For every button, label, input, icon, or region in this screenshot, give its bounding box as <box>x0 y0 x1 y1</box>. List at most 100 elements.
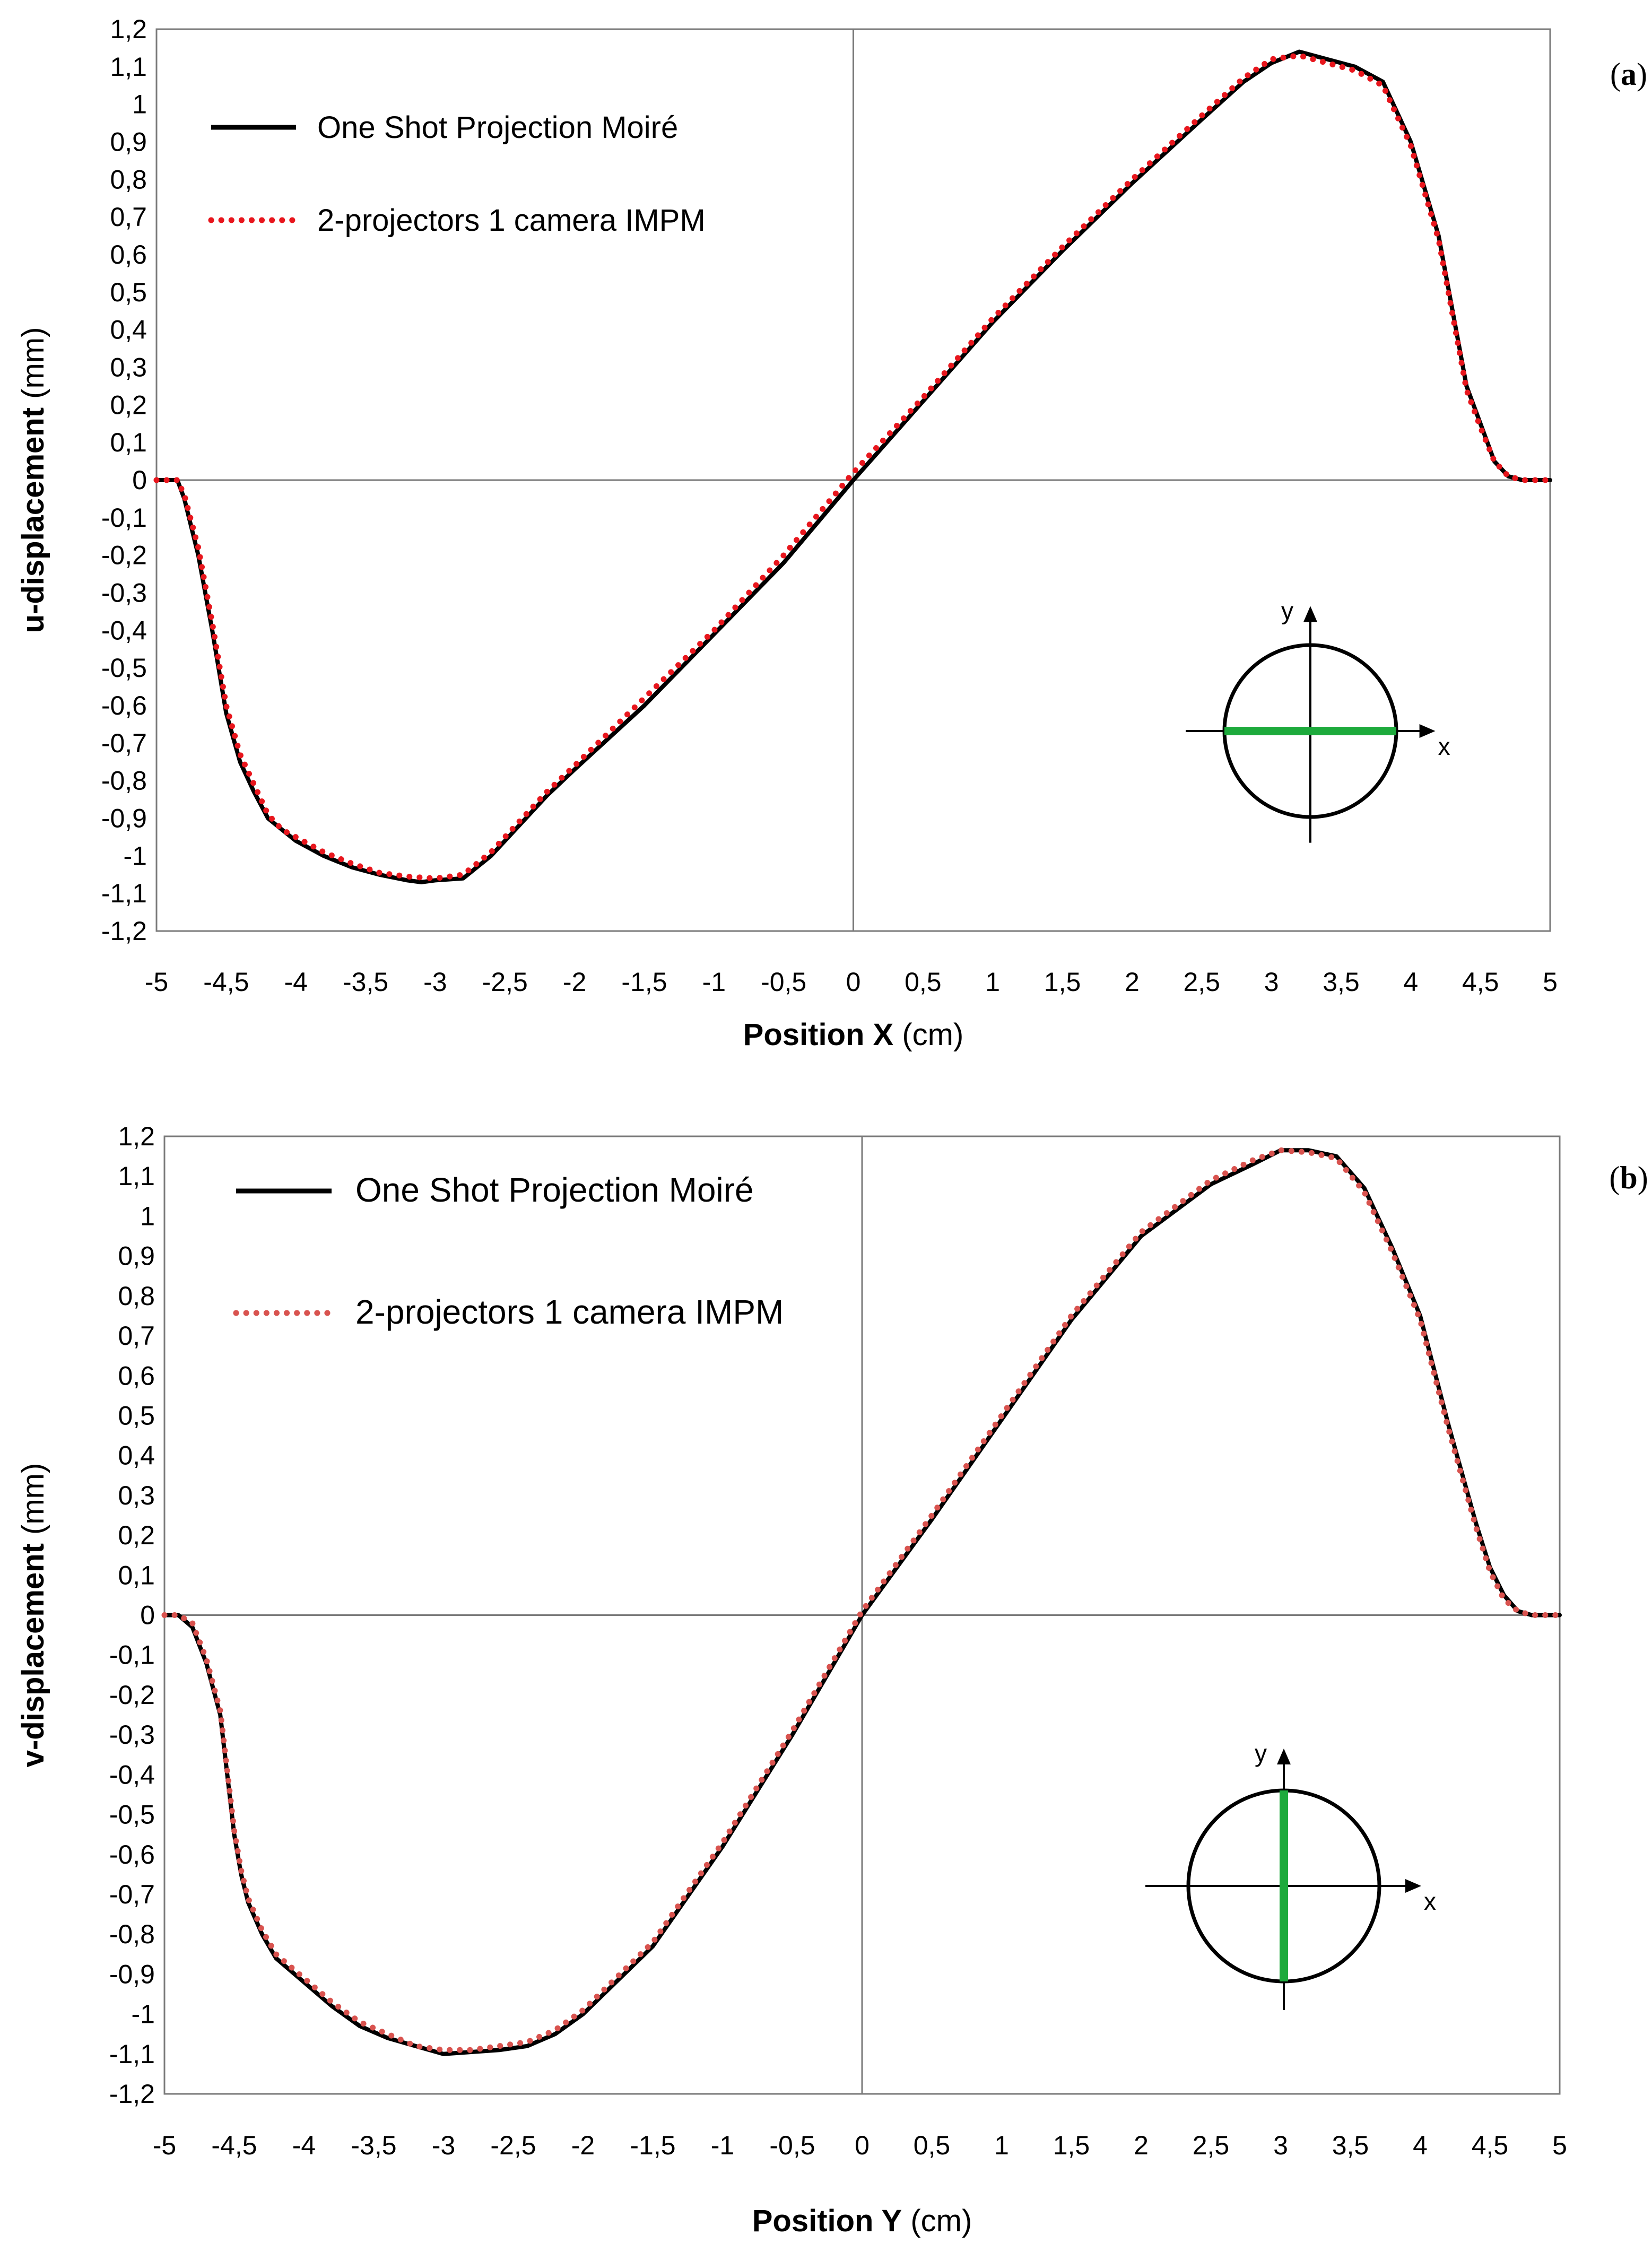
p0-x-tick-label: -4,5 <box>203 967 249 997</box>
p1-y-tick-label: -0,5 <box>109 1800 155 1830</box>
p1-panel-label-open: ( <box>1609 1160 1620 1195</box>
p0-inset-y-arrow-icon <box>1303 606 1317 622</box>
p0-x-tick-label: -3,5 <box>343 967 388 997</box>
p1-x-tick-label: -0,5 <box>769 2130 815 2160</box>
p1-y-tick-label: -0,2 <box>109 1680 155 1710</box>
p0-y-tick-label: -0,9 <box>101 804 147 833</box>
p1-x-tick-label: 5 <box>1552 2130 1567 2160</box>
p1-x-tick-label: 2,5 <box>1193 2130 1230 2160</box>
p0-y-tick-label: 0,2 <box>110 390 147 420</box>
p1-panel-label: (b) <box>1609 1160 1648 1195</box>
p0-legend-label-impm: 2-projectors 1 camera IMPM <box>317 203 706 238</box>
p1-y-tick-label: 0,1 <box>118 1560 155 1590</box>
p0-y-tick-label: -0,5 <box>101 653 147 683</box>
p1-x-tick-label: -1,5 <box>630 2130 675 2160</box>
p0-inset-x-arrow-icon <box>1419 724 1436 738</box>
p1-x-tick-label: 0 <box>855 2130 870 2160</box>
p0-x-axis-title: Position X (cm) <box>743 1018 964 1052</box>
p1-y-tick-label: -1,1 <box>109 2039 155 2069</box>
p1-x-tick-label: -3,5 <box>351 2130 396 2160</box>
p1-x-tick-label: 3 <box>1273 2130 1288 2160</box>
p1-y-tick-label: -0,6 <box>109 1840 155 1869</box>
p1-y-tick-label: 0,2 <box>118 1520 155 1550</box>
p0-x-axis-title-bold: Position X <box>743 1018 894 1052</box>
p0-x-tick-label: 0,5 <box>905 967 942 997</box>
p0-y-tick-label: 0,9 <box>110 127 147 157</box>
p0-y-tick-label: 0,5 <box>110 277 147 307</box>
p0-y-tick-label: -1,2 <box>101 916 147 946</box>
p0-x-tick-label: -3 <box>423 967 447 997</box>
p1-y-tick-label: 1 <box>140 1201 155 1231</box>
p1-y-tick-label: -1 <box>132 1999 155 2029</box>
p0-x-tick-label: -5 <box>145 967 168 997</box>
p0-x-tick-label: 2,5 <box>1183 967 1220 997</box>
p1-y-tick-label: 1,2 <box>118 1121 155 1151</box>
p1-y-tick-label: -0,4 <box>109 1760 155 1789</box>
p1-x-axis-title-bold: Position Y <box>752 2204 902 2238</box>
p1-x-tick-label: 0,5 <box>914 2130 951 2160</box>
p0-y-tick-label: -0,1 <box>101 503 147 533</box>
p0-panel-label-open: ( <box>1610 57 1621 92</box>
p0-y-tick-label: 0,4 <box>110 315 147 345</box>
p1-y-axis-title-bold: v-displacement <box>16 1543 50 1767</box>
p1-x-tick-label: 4,5 <box>1472 2130 1509 2160</box>
p1-y-axis-title-unit: (mm) <box>16 1463 50 1543</box>
p1-x-tick-label: -4,5 <box>211 2130 257 2160</box>
p0-x-tick-label: -0,5 <box>761 967 806 997</box>
p0-panel-label-close: ) <box>1637 57 1647 92</box>
p1-y-tick-label: 0 <box>140 1601 155 1630</box>
p1-x-tick-label: -2 <box>571 2130 595 2160</box>
p0-y-tick-label: 0,6 <box>110 240 147 269</box>
p1-y-tick-label: 0,6 <box>118 1361 155 1390</box>
p1-x-tick-label: -3 <box>432 2130 455 2160</box>
p0-y-tick-label: -0,3 <box>101 578 147 608</box>
p0-y-tick-label: 1,2 <box>110 14 147 44</box>
p1-x-axis-title-unit: (cm) <box>902 2204 972 2238</box>
p1-panel-label-letter: b <box>1620 1160 1637 1195</box>
p0-y-tick-label: -1,1 <box>101 879 147 908</box>
p1-inset-y-label: y <box>1255 1740 1267 1767</box>
p1-y-tick-label: 0,5 <box>118 1401 155 1430</box>
p0-y-tick-label: -1 <box>124 841 147 871</box>
p0-y-tick-label: 1,1 <box>110 52 147 82</box>
p0-x-tick-label: -4 <box>284 967 307 997</box>
p0-y-tick-label: -0,4 <box>101 615 147 645</box>
p1-x-tick-label: 2 <box>1134 2130 1149 2160</box>
p1-x-tick-label: -4 <box>292 2130 316 2160</box>
p0-x-tick-label: 4 <box>1403 967 1418 997</box>
p0-y-tick-label: 0,7 <box>110 202 147 232</box>
p1-inset-x-label: x <box>1424 1888 1436 1915</box>
p0-x-tick-label: 5 <box>1543 967 1558 997</box>
p0-x-axis-title-unit: (cm) <box>893 1018 963 1052</box>
p1-y-tick-label: 1,1 <box>118 1161 155 1191</box>
p0-x-tick-label: 3 <box>1264 967 1279 997</box>
p0-x-tick-label: -1,5 <box>621 967 667 997</box>
p1-y-tick-label: -0,8 <box>109 1919 155 1949</box>
p0-y-tick-label: 0 <box>132 465 147 495</box>
p0-y-tick-label: -0,2 <box>101 541 147 570</box>
p0-y-tick-label: -0,6 <box>101 691 147 720</box>
p0-x-tick-label: 3,5 <box>1323 967 1360 997</box>
p1-y-tick-label: -0,7 <box>109 1880 155 1909</box>
p1-legend-label-one-shot: One Shot Projection Moiré <box>355 1171 754 1209</box>
p0-x-tick-label: 1,5 <box>1044 967 1081 997</box>
p0-x-tick-label: 4,5 <box>1462 967 1499 997</box>
p0-x-tick-label: 1 <box>985 967 1000 997</box>
p1-inset-x-arrow-icon <box>1405 1879 1421 1893</box>
p1-y-tick-label: -0,1 <box>109 1640 155 1670</box>
p1-y-tick-label: -1,2 <box>109 2079 155 2109</box>
p1-x-tick-label: -2,5 <box>490 2130 536 2160</box>
p0-x-tick-label: 2 <box>1125 967 1140 997</box>
p0-y-tick-label: -0,7 <box>101 728 147 758</box>
p1-series-impm <box>161 1147 1563 2053</box>
p1-y-axis-title: v-displacement (mm) <box>16 1463 50 1768</box>
p0-y-tick-label: 0,3 <box>110 353 147 382</box>
p1-x-tick-label: -1 <box>711 2130 734 2160</box>
p0-inset-y-label: y <box>1281 597 1293 624</box>
p0-y-axis-title-unit: (mm) <box>16 327 50 407</box>
p0-y-tick-label: 0,8 <box>110 164 147 194</box>
p1-x-tick-label: 1,5 <box>1053 2130 1090 2160</box>
p1-x-tick-label: 3,5 <box>1332 2130 1369 2160</box>
p1-legend-label-impm: 2-projectors 1 camera IMPM <box>355 1293 784 1331</box>
p1-inset-y-arrow-icon <box>1277 1749 1291 1764</box>
